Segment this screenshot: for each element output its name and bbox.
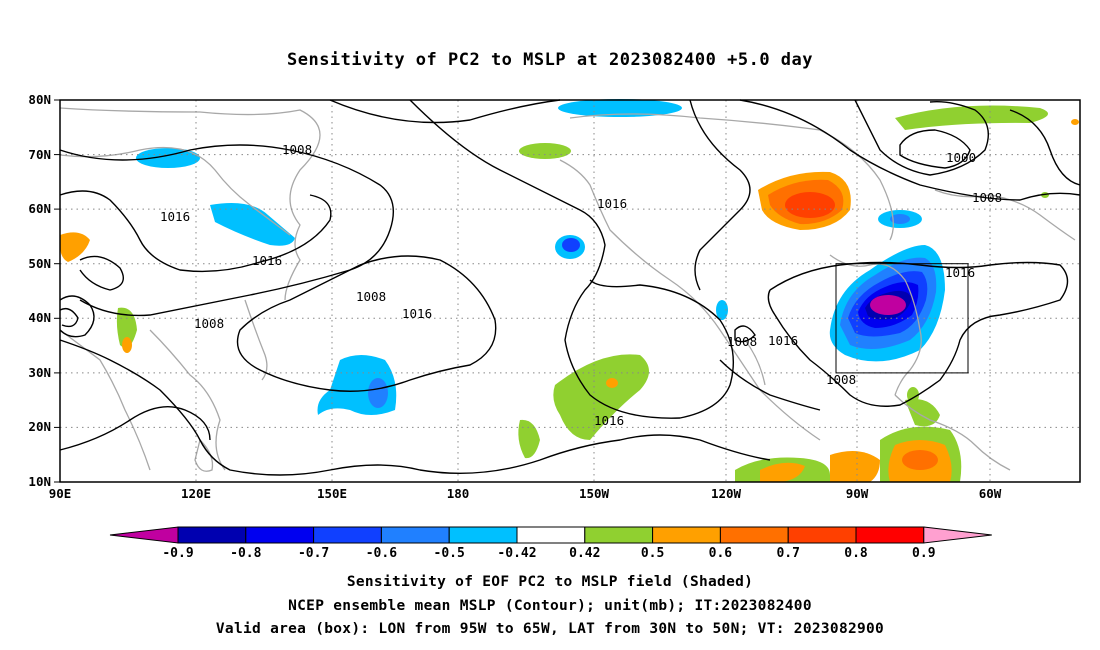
colorbar-swatch [448,526,518,544]
colorbar-arrow-high [923,526,992,544]
svg-text:1008: 1008 [727,334,757,349]
mslp-contours [59,99,1081,476]
svg-text:1008: 1008 [356,289,386,304]
svg-text:1000: 1000 [946,150,976,165]
colorbar-label: 0.7 [776,546,799,561]
longitude-axis: 90E 120E 150E 180 150W 120W 90W 60W [49,486,1002,501]
colorbar-swatch [245,526,315,544]
latitude-axis: 80N 70N 60N 50N 40N 30N 20N 10N [28,92,60,489]
colorbar-label: -0.6 [366,546,397,561]
colorbar-label: 0.8 [844,546,868,561]
lat-label-10n: 10N [28,474,51,489]
colorbar-label: -0.7 [298,546,329,561]
lon-label-150w: 150W [579,486,610,501]
caption-line-2: NCEP ensemble mean MSLP (Contour); unit(… [288,598,812,614]
lat-label-70n: 70N [28,147,51,162]
coastlines [59,107,1076,472]
chart-title: Sensitivity of PC2 to MSLP at 2023082400… [286,50,813,70]
svg-text:1016: 1016 [160,209,190,224]
lat-label-60n: 60N [28,201,51,216]
lon-label-120w: 120W [711,486,742,501]
colorbar-swatch [719,526,789,544]
colorbar-label: -0.42 [497,546,536,561]
colorbar-swatch [652,526,721,544]
svg-text:1016: 1016 [597,196,627,211]
colorbar-swatch [584,526,654,544]
colorbar-label: 0.6 [709,546,733,561]
lat-label-40n: 40N [28,310,51,325]
svg-text:1016: 1016 [252,253,282,268]
lon-label-150e: 150E [317,486,347,501]
lat-label-20n: 20N [28,419,51,434]
lon-label-120e: 120E [181,486,211,501]
svg-text:1016: 1016 [402,306,432,321]
colorbar-label: 0.9 [912,546,935,561]
svg-text:1016: 1016 [594,413,624,428]
lat-label-50n: 50N [28,256,51,271]
svg-text:1008: 1008 [282,142,312,157]
colorbar-label: -0.9 [162,546,193,561]
caption-line-3: Valid area (box): LON from 95W to 65W, L… [215,621,885,637]
svg-text:1008: 1008 [826,372,856,387]
lat-label-80n: 80N [28,92,51,107]
lon-label-90e: 90E [49,486,72,501]
colorbar-swatch [177,526,247,544]
colorbar-arrow-low [109,526,179,544]
lon-label-180: 180 [447,486,470,501]
lon-label-90w: 90W [846,486,869,501]
colorbar-swatch [380,526,450,544]
colorbar-swatch [313,526,382,544]
colorbar-label: -0.5 [434,546,465,561]
svg-text:1008: 1008 [194,316,224,331]
svg-text:1016: 1016 [768,333,798,348]
colorbar-label: -0.8 [230,546,261,561]
colorbar-swatch [516,526,586,544]
caption-line-1: Sensitivity of EOF PC2 to MSLP field (Sh… [346,574,754,590]
valid-area-box [835,263,969,374]
lat-label-30n: 30N [28,365,51,380]
colorbar-label: 0.5 [641,546,664,561]
lon-label-60w: 60W [979,486,1002,501]
colorbar-swatch [855,526,925,544]
colorbar-label: 0.42 [569,546,600,561]
colorbar-swatch [787,526,857,544]
svg-text:1008: 1008 [972,190,1002,205]
contour-labels: 1008 1016 1016 1008 1008 1016 1008 1016 … [160,142,1002,428]
